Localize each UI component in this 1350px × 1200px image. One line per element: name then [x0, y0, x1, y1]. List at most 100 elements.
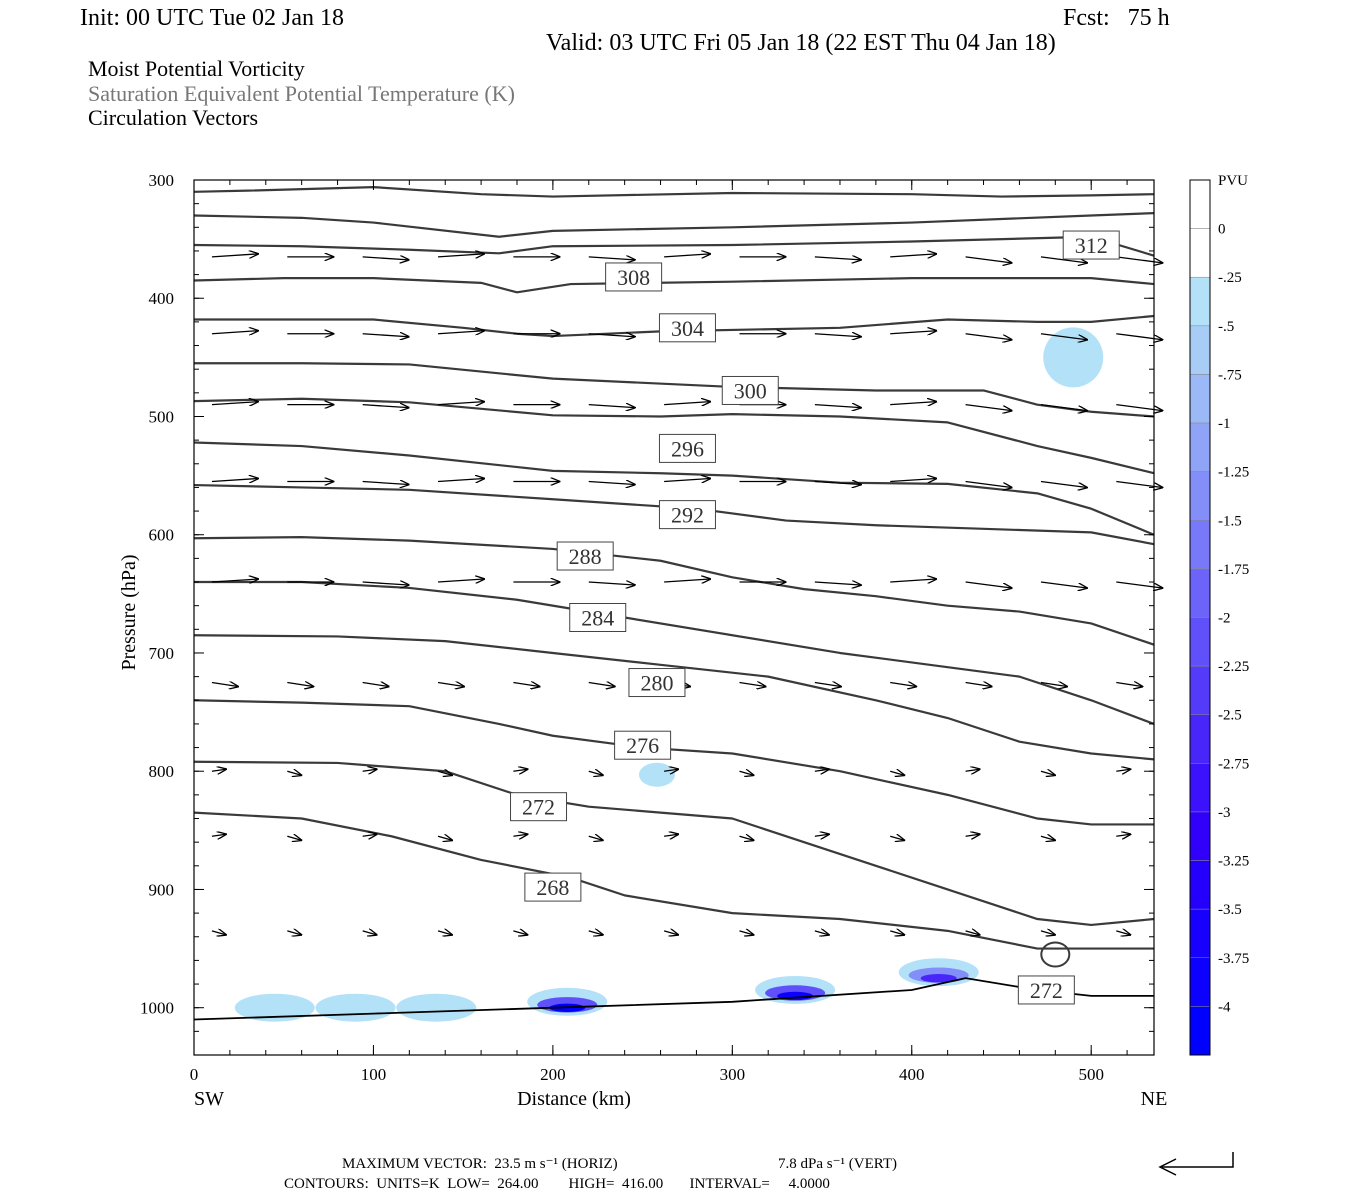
init-time: Init: 00 UTC Tue 02 Jan 18: [80, 5, 345, 31]
circulation-vector: [211, 402, 258, 405]
circulation-vector: [513, 931, 527, 935]
circulation-vector: [362, 405, 409, 408]
pv-region: [234, 993, 315, 1022]
x-tick-label: 100: [361, 1065, 387, 1084]
contour-label-box: [658, 313, 716, 343]
circulation-vector: [890, 683, 916, 687]
colorbar-segment: [1189, 568, 1211, 618]
circulation-vector: [1040, 404, 1087, 411]
circulation-vector: [437, 579, 484, 582]
circulation-vector: [664, 479, 710, 482]
pv-region: [638, 762, 675, 787]
y-tick-label: 900: [149, 880, 175, 899]
circulation-vector: [1116, 333, 1162, 340]
circulation-vector: [362, 334, 409, 337]
circulation-vector: [1040, 771, 1055, 775]
circulation-vector: [211, 579, 258, 582]
colorbar: PVU 0 -.25 -.5 -.75 -1 -1.25 -1.5 -1.75 -2 -2.25 -2…: [1189, 173, 1249, 1056]
circulation-vector: [814, 257, 861, 260]
circulation-vector: [1040, 256, 1087, 263]
circulation-vector: [211, 834, 226, 836]
circulation-vector: [211, 254, 258, 257]
colorbar-level-label: -3.25: [1218, 854, 1249, 870]
circulation-vector: [1116, 404, 1162, 411]
circulation-vector: [965, 581, 1012, 588]
contour-label: 312: [1075, 233, 1108, 258]
contour-label: 272: [1030, 978, 1063, 1003]
contour-label: 304: [671, 316, 704, 341]
contour-304: [194, 362, 1155, 418]
circulation-vector: [211, 331, 258, 334]
contour-label-box: [510, 792, 568, 822]
contour-label: 268: [536, 875, 569, 900]
circulation-vector: [362, 482, 409, 485]
contour-308: [193, 277, 1155, 294]
contour-label-box: [1062, 230, 1120, 260]
circulation-vector: [814, 334, 861, 337]
circulation-vector: [437, 683, 464, 687]
colorbar-segment: [1189, 520, 1211, 570]
contour-296: [193, 441, 1155, 536]
circulation-vector: [814, 683, 841, 687]
y-tick-label: 600: [149, 526, 175, 545]
circulation-vector: [890, 771, 904, 775]
circulation-vector: [664, 402, 710, 405]
colorbar-level-label: -.25: [1218, 270, 1242, 286]
circulation-vector: [513, 834, 527, 836]
colorbar-segment: [1189, 665, 1211, 715]
contour-label-box: [569, 603, 627, 632]
circulation-vector: [890, 479, 936, 482]
x-tick-label: 200: [540, 1065, 566, 1084]
contour-label-box: [1017, 975, 1075, 1005]
x-end-label-sw: SW: [194, 1088, 224, 1110]
circulation-vector: [1040, 931, 1055, 935]
contour-info: CONTOURS: UNITS=K LOW= 264.00 HIGH= 416.…: [284, 1176, 830, 1192]
circulation-vector: [287, 771, 301, 775]
circulation-vector: [739, 931, 753, 935]
circulation-vector: [1040, 836, 1055, 840]
y-tick-label: 300: [149, 171, 175, 190]
colorbar-level-label: -3.75: [1218, 951, 1249, 967]
colorbar-level-label: -2: [1218, 611, 1231, 627]
circulation-vector: [1040, 333, 1087, 340]
circulation-vector: [588, 931, 603, 935]
contour-288: [193, 535, 1155, 646]
contour-unlabeled: [193, 212, 1155, 238]
circulation-vector: [814, 931, 829, 935]
contour-label-box: [556, 541, 614, 571]
circulation-vector: [588, 257, 635, 260]
circulation-vector: [739, 771, 753, 775]
colorbar-level-label: -1.75: [1218, 562, 1249, 578]
circulation-vector: [890, 331, 936, 334]
circulation-vector: [814, 405, 861, 408]
x-tick-label: 500: [1078, 1065, 1104, 1084]
contour-layer: [193, 185, 1155, 1021]
contour-label: 292: [671, 503, 704, 528]
circulation-vector: [362, 257, 409, 260]
circulation-vector: [437, 479, 484, 482]
colorbar-level-label: -2.5: [1218, 708, 1242, 724]
contour-label: 284: [581, 606, 614, 631]
circulation-vector: [437, 402, 484, 405]
circulation-vector: [211, 683, 238, 687]
circulation-vector: [437, 836, 452, 840]
reference-vector-shaft: [1162, 1152, 1234, 1168]
pv-region: [1043, 327, 1104, 388]
axis-layer: 300 400 500 600 700 800 900 1000 0 100 200 300 400 50…: [118, 171, 1167, 1110]
circulation-vector: [362, 834, 377, 836]
reference-vector-head: [1158, 1158, 1177, 1176]
contour-284: [194, 580, 1155, 725]
circulation-vector: [1116, 834, 1130, 836]
colorbar-segment: [1189, 276, 1211, 327]
forecast-hour: Fcst: 75 h: [1063, 5, 1170, 31]
circulation-vector: [814, 482, 861, 485]
circulation-vector: [890, 254, 936, 257]
contour-312: [193, 185, 1155, 198]
circulation-vector: [739, 683, 765, 687]
circulation-vector: [287, 931, 301, 935]
valid-time: Valid: 03 UTC Fri 05 Jan 18 (22 EST Thu …: [546, 30, 1056, 56]
contour-268: [193, 811, 1154, 950]
contour-unlabeled: [194, 314, 1155, 338]
circulation-vector: [588, 482, 635, 485]
